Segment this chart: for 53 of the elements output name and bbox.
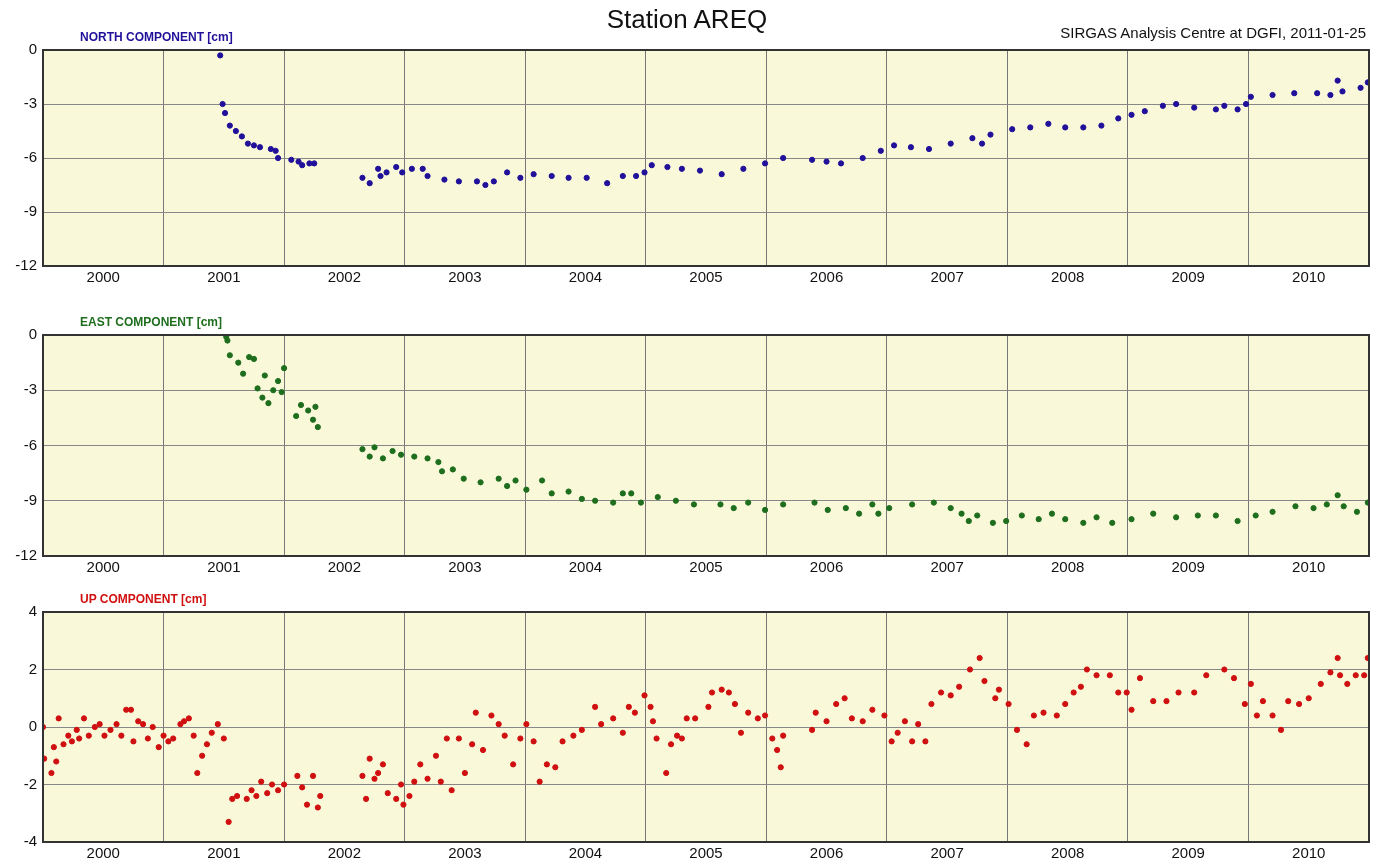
x-tick-label: 2008 bbox=[1050, 268, 1085, 286]
y-tick-label: -6 bbox=[23, 148, 37, 166]
y-tick-label: -4 bbox=[23, 832, 37, 850]
chart-title: Station AREQ bbox=[606, 4, 768, 34]
x-tick-label: 2005 bbox=[689, 268, 723, 286]
x-tick-label: 2007 bbox=[930, 268, 964, 286]
y-tick-label: -12 bbox=[15, 546, 37, 564]
x-tick-label: 2003 bbox=[448, 844, 482, 862]
x-tick-label: 2006 bbox=[809, 844, 844, 862]
y-tick-label: -3 bbox=[23, 94, 37, 112]
x-tick-label: 2006 bbox=[809, 268, 844, 286]
y-tick-label: -3 bbox=[23, 380, 37, 398]
x-tick-label: 2003 bbox=[448, 558, 482, 576]
x-tick-label: 2007 bbox=[930, 844, 964, 862]
x-tick-label: 2003 bbox=[448, 268, 482, 286]
x-tick-label: 2001 bbox=[207, 844, 241, 862]
x-tick-label: 2009 bbox=[1171, 558, 1205, 576]
x-tick-label: 2002 bbox=[327, 558, 362, 576]
y-tick-label: 0 bbox=[28, 325, 37, 343]
x-tick-label: 2010 bbox=[1292, 558, 1326, 576]
x-tick-label: 2000 bbox=[86, 844, 120, 862]
y-tick-label: 0 bbox=[28, 717, 37, 735]
y-tick-label: -12 bbox=[15, 256, 37, 274]
y-tick-label: -6 bbox=[23, 435, 37, 453]
y-axis-title: UP COMPONENT [cm] bbox=[80, 592, 207, 606]
x-tick-label: 2009 bbox=[1171, 844, 1205, 862]
x-tick-label: 2008 bbox=[1050, 844, 1085, 862]
y-tick-label: -9 bbox=[23, 490, 37, 508]
x-tick-label: 2004 bbox=[568, 844, 603, 862]
x-tick-label: 2010 bbox=[1292, 268, 1326, 286]
x-tick-label: 2001 bbox=[207, 558, 241, 576]
x-tick-label: 2009 bbox=[1171, 268, 1205, 286]
y-tick-label: 0 bbox=[28, 40, 37, 58]
x-tick-label: 2008 bbox=[1050, 558, 1085, 576]
x-tick-label: 2007 bbox=[930, 558, 964, 576]
x-tick-label: 2002 bbox=[327, 268, 362, 286]
x-tick-label: 2006 bbox=[809, 558, 844, 576]
y-axis-title: NORTH COMPONENT [cm] bbox=[80, 30, 233, 44]
x-tick-label: 2005 bbox=[689, 558, 723, 576]
x-tick-label: 2001 bbox=[207, 268, 241, 286]
x-tick-label: 2004 bbox=[568, 268, 603, 286]
x-tick-label: 2002 bbox=[327, 844, 362, 862]
y-axis-title: EAST COMPONENT [cm] bbox=[80, 315, 223, 329]
y-tick-label: 2 bbox=[28, 659, 37, 677]
x-tick-label: 2010 bbox=[1292, 844, 1326, 862]
y-tick-label: -2 bbox=[23, 774, 37, 792]
x-tick-label: 2005 bbox=[689, 844, 723, 862]
y-tick-label: -9 bbox=[23, 202, 37, 220]
y-tick-label: 4 bbox=[28, 602, 37, 620]
text: SIRGAS Analysis Centre at DGFI, 2011-01-25 bbox=[1060, 24, 1366, 41]
x-tick-label: 2000 bbox=[86, 268, 120, 286]
x-tick-label: 2000 bbox=[86, 558, 120, 576]
x-tick-label: 2004 bbox=[568, 558, 603, 576]
